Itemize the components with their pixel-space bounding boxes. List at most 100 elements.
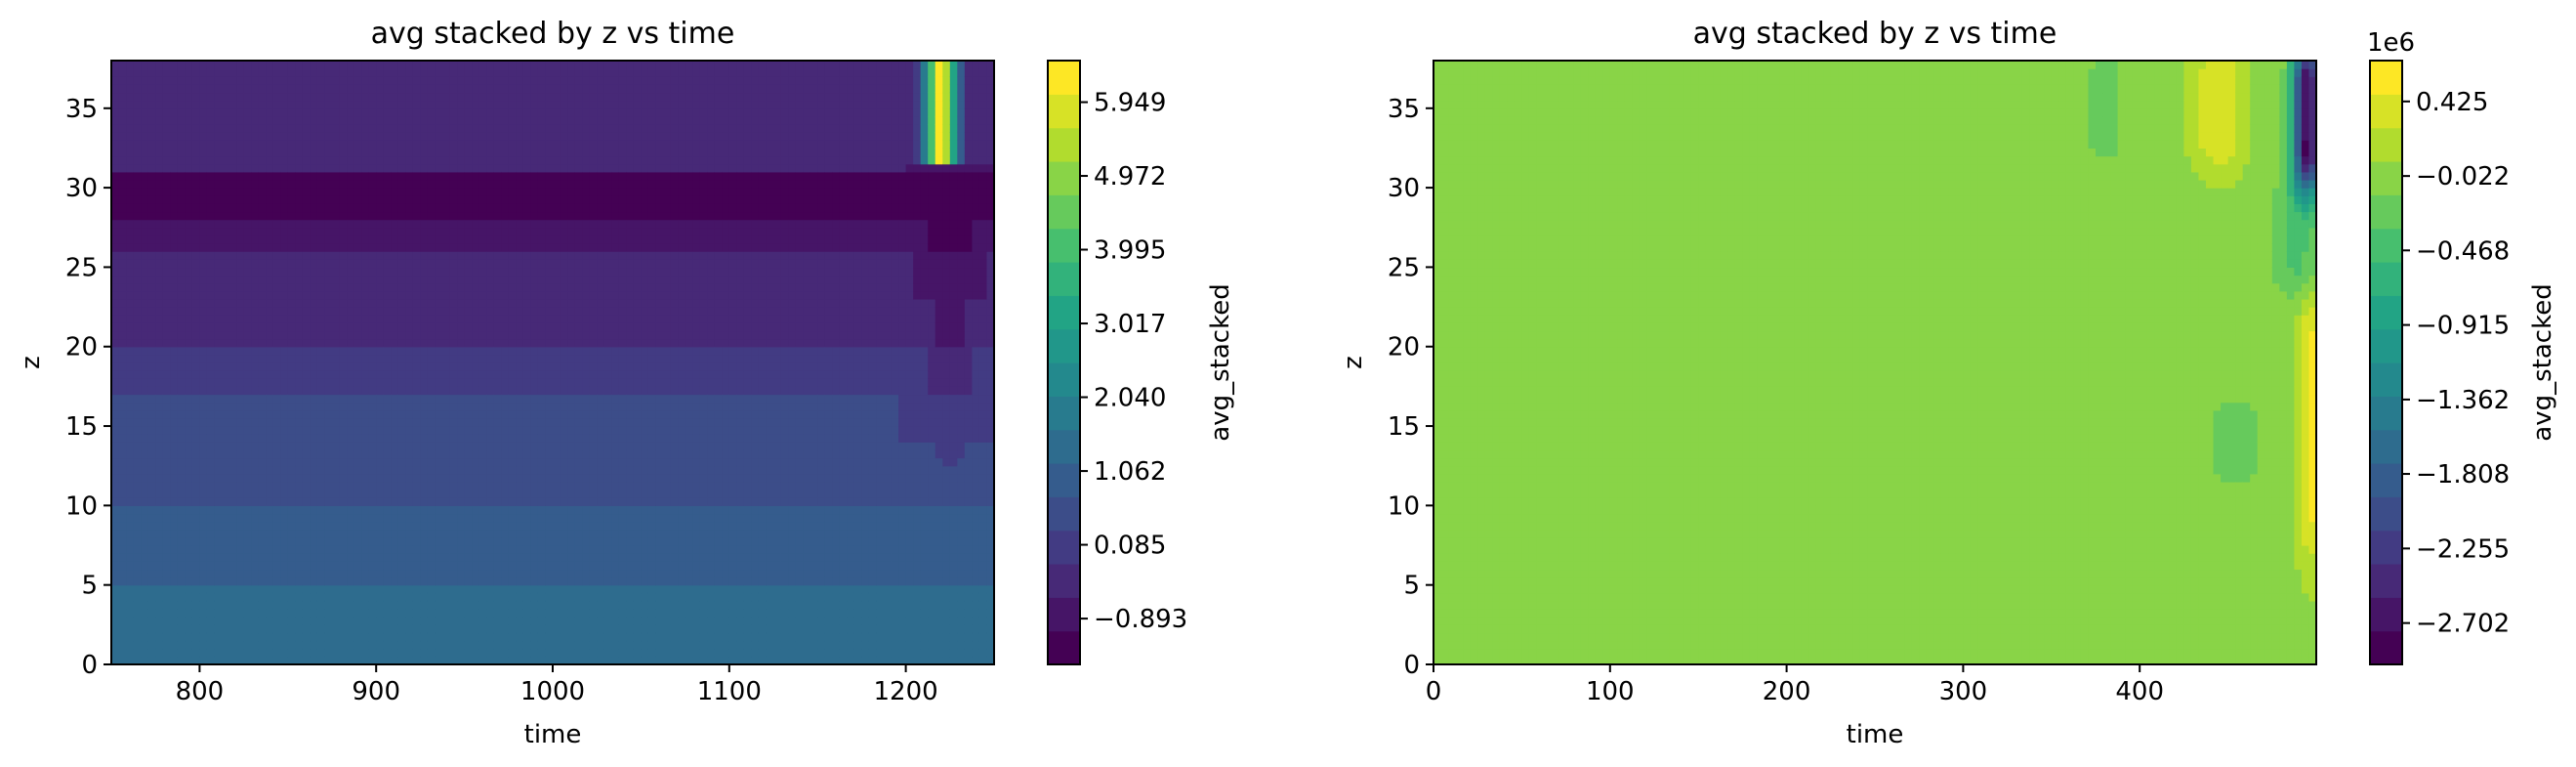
colorbar-tick-label: −0.915 [2416,312,2510,341]
colorbar-level [1048,228,1080,263]
colorbar-level [1048,262,1080,296]
y-tick-label: 35 [1388,95,1420,124]
colorbar-level [2370,61,2402,95]
chart-left: avg stacked by z vs time 800 900 1000 1100 1… [17,17,1235,749]
x-tick-label: 900 [352,677,400,706]
colorbar-tick-label: −2.255 [2416,534,2510,564]
colorbar-level [2370,429,2402,464]
chart-left-colorbar-label: avg_stacked [1206,283,1235,441]
colorbar-tick-label: −1.362 [2416,386,2510,415]
chart-left-colorbar: −0.893 0.085 1.062 2.040 3.017 3.995 4.972 5.94… [1047,60,1187,665]
y-tick-label: 0 [1403,651,1420,680]
chart-left-plot-area [111,61,995,665]
y-tick-label: 15 [1388,412,1420,442]
colorbar-level [1048,496,1080,532]
colorbar-tick-label: 5.949 [1094,89,1166,118]
x-tick-label: 0 [1426,677,1442,706]
colorbar-level [2370,262,2402,296]
colorbar-level [2370,396,2402,431]
colorbar-tick-label: −1.808 [2416,460,2510,490]
colorbar-level [2370,194,2402,230]
chart-right: avg stacked by z vs time 0 100 200 300 400 0… [1339,17,2557,749]
y-tick-label: 25 [65,253,98,282]
x-tick-label: 800 [176,677,225,706]
colorbar-frame [1047,60,1081,665]
colorbar-level [1048,161,1080,195]
colorbar-tick-label: 4.972 [1094,162,1166,192]
chart-right-frame [1433,60,2317,665]
colorbar-level [1048,630,1080,665]
chart-right-plot-area [1433,61,2317,665]
chart-right-colorbar-offset: 1e6 [2367,28,2415,58]
colorbar-level [2370,597,2402,632]
y-tick-label: 20 [65,333,98,362]
colorbar-level [1048,127,1080,162]
x-tick-label: 1000 [520,677,585,706]
y-tick-label: 0 [81,651,98,680]
colorbar-level [2370,127,2402,162]
colorbar-level [2370,328,2402,363]
colorbar-level [1048,429,1080,464]
chart-right-y-axis: 0 5 10 15 20 25 30 35 [1388,95,1433,680]
x-tick-label: 1200 [874,677,938,706]
chart-left-x-axis: 800 900 1000 1100 1200 [176,664,938,706]
x-tick-label: 1100 [697,677,762,706]
colorbar-level [2370,161,2402,195]
y-tick-label: 10 [65,491,98,521]
colorbar-tick-label: 3.017 [1094,310,1166,339]
colorbar-level [1048,94,1080,129]
colorbar-tick-label: −2.702 [2416,610,2510,639]
chart-right-xlabel: time [1847,720,1904,749]
chart-right-colorbar-label: avg_stacked [2528,283,2557,441]
y-tick-label: 30 [1388,174,1420,203]
colorbar-tick-label: 0.085 [1094,532,1166,561]
x-tick-label: 100 [1586,677,1635,706]
x-tick-label: 300 [1939,677,1988,706]
colorbar-tick-label: 2.040 [1094,384,1166,413]
y-tick-label: 25 [1388,253,1420,282]
colorbar-level [2370,530,2402,565]
y-tick-label: 20 [1388,333,1420,362]
chart-left-ylabel: z [17,356,46,369]
y-tick-label: 30 [65,174,98,203]
y-tick-label: 10 [1388,491,1420,521]
colorbar-tick-label: −0.893 [1094,605,1187,634]
colorbar-level [1048,295,1080,330]
colorbar-level [2370,94,2402,129]
colorbar-level [1048,61,1080,95]
chart-left-title: avg stacked by z vs time [371,17,735,51]
colorbar-level [1048,597,1080,632]
colorbar-level [1048,328,1080,363]
colorbar-level [1048,194,1080,230]
colorbar-level [2370,630,2402,665]
x-tick-label: 200 [1763,677,1811,706]
y-tick-label: 5 [1403,572,1420,601]
colorbar-tick-label: 3.995 [1094,236,1166,266]
colorbar-level [1048,564,1080,598]
colorbar-level [2370,463,2402,497]
colorbar-level [2370,228,2402,263]
colorbar-level [2370,362,2402,397]
chart-right-ylabel: z [1339,356,1368,369]
colorbar-frame [2369,60,2403,665]
chart-right-colorbar: −2.702 −2.255 −1.808 −1.362 −0.915 −0.468 −0.0… [2369,60,2510,665]
colorbar-tick-label: 0.425 [2416,88,2488,117]
y-tick-label: 5 [81,572,98,601]
colorbar-level [2370,496,2402,532]
chart-left-xlabel: time [524,720,582,749]
y-tick-label: 35 [65,95,98,124]
colorbar-level [2370,564,2402,598]
colorbar-level [1048,530,1080,565]
x-tick-label: 400 [2115,677,2164,706]
chart-right-title: avg stacked by z vs time [1693,17,2057,51]
colorbar-level [1048,463,1080,497]
colorbar-tick-label: −0.468 [2416,236,2510,266]
colorbar-level [1048,362,1080,397]
colorbar-tick-label: −0.022 [2416,162,2510,192]
y-tick-label: 15 [65,412,98,442]
colorbar-level [1048,396,1080,431]
colorbar-tick-label: 1.062 [1094,457,1166,487]
colorbar-level [2370,295,2402,330]
chart-left-y-axis: 0 5 10 15 20 25 30 35 [65,95,111,680]
